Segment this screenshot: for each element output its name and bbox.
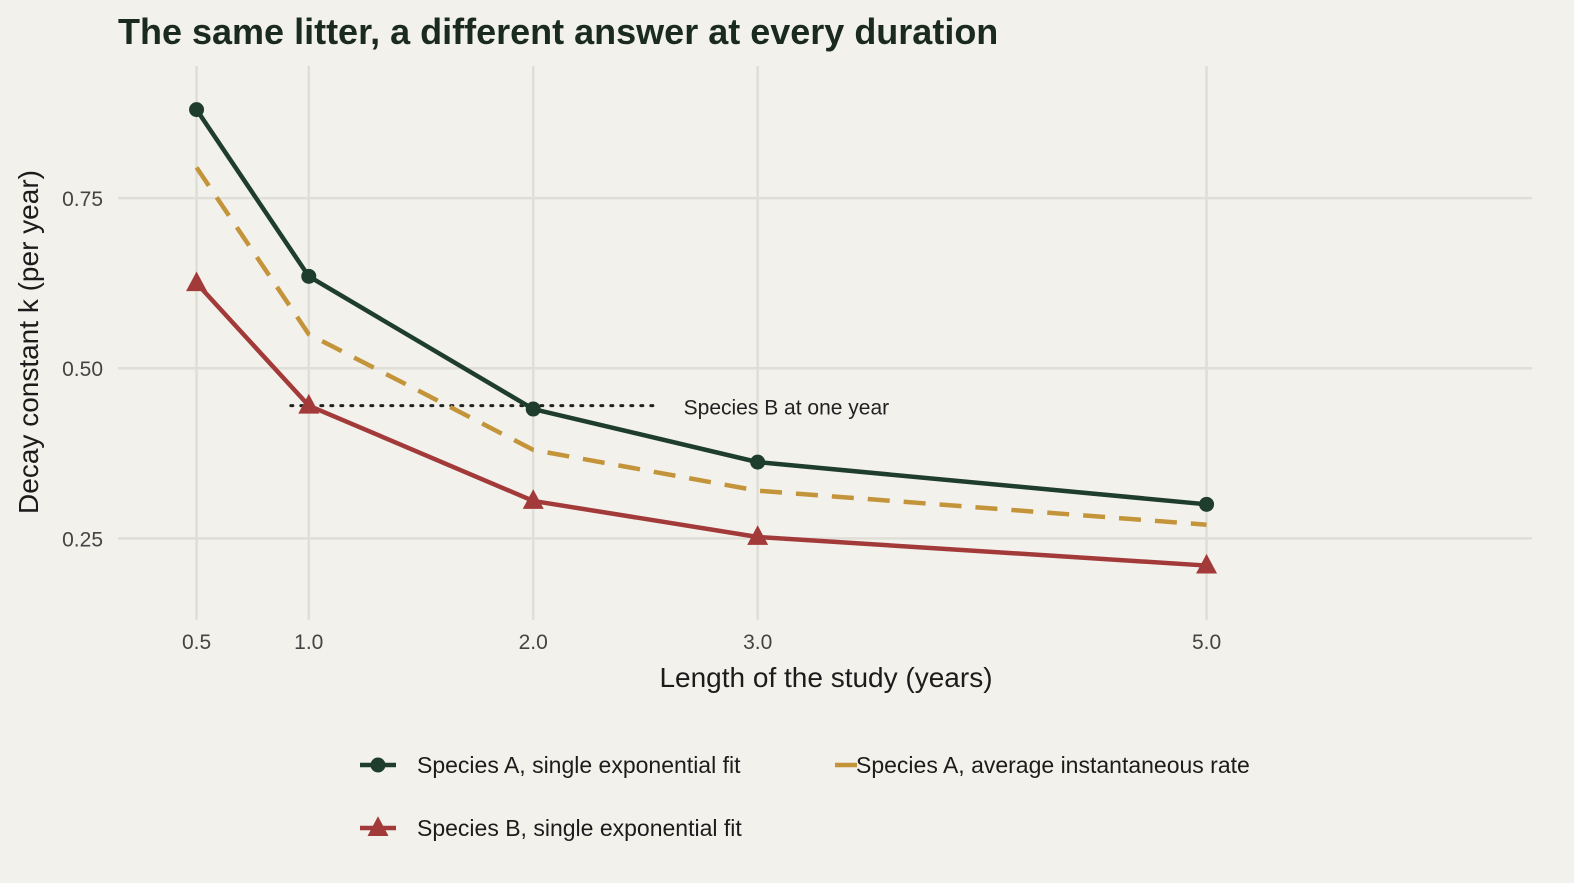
y-tick-label: 0.25 [62, 528, 103, 551]
series-group [194, 166, 1207, 527]
legend-marker [367, 816, 389, 836]
legend-marker [370, 757, 386, 773]
x-tick-label: 1.0 [294, 631, 323, 654]
series-group [186, 271, 1218, 574]
grid [118, 66, 1532, 620]
x-tick-label: 0.5 [182, 631, 211, 654]
chart-title: The same litter, a different answer at e… [118, 11, 998, 52]
series-line [194, 108, 1207, 507]
legend-item: Species A, average instantaneous rate [835, 752, 1250, 778]
data-point [747, 525, 769, 545]
data-point [189, 102, 205, 118]
data-point [186, 271, 208, 292]
reference-label: Species B at one year [684, 397, 889, 420]
data-point [525, 401, 541, 417]
data-point [301, 268, 317, 284]
legend-label: Species A, single exponential fit [417, 752, 741, 778]
data-point [522, 489, 544, 509]
x-tick-label: 2.0 [519, 631, 548, 654]
x-axis-title: Length of the study (years) [659, 662, 992, 693]
data-point [1199, 496, 1215, 512]
x-tick-label: 5.0 [1192, 631, 1221, 654]
x-tick-label: 3.0 [743, 631, 772, 654]
series-line [194, 281, 1207, 568]
reference-annotation: Species B at one year [289, 397, 889, 420]
series-line [194, 166, 1207, 527]
series-layer [186, 102, 1218, 574]
legend-label: Species A, average instantaneous rate [856, 752, 1250, 778]
legend-label: Species B, single exponential fit [417, 815, 742, 841]
data-point [750, 454, 766, 470]
data-point [298, 393, 320, 414]
legend-item: Species B, single exponential fit [360, 815, 742, 841]
series-group [189, 102, 1215, 512]
legend: Species A, single exponential fit Species… [360, 752, 1250, 841]
y-tick-label: 0.50 [62, 358, 103, 381]
data-point [1196, 553, 1218, 574]
y-axis-title: Decay constant k (per year) [13, 170, 44, 514]
legend-item: Species A, single exponential fit [360, 752, 741, 778]
tick-labels: 0.5 1.0 2.0 3.0 5.0 0.25 0.50 0.75 [62, 188, 1221, 654]
y-tick-label: 0.75 [62, 188, 103, 211]
